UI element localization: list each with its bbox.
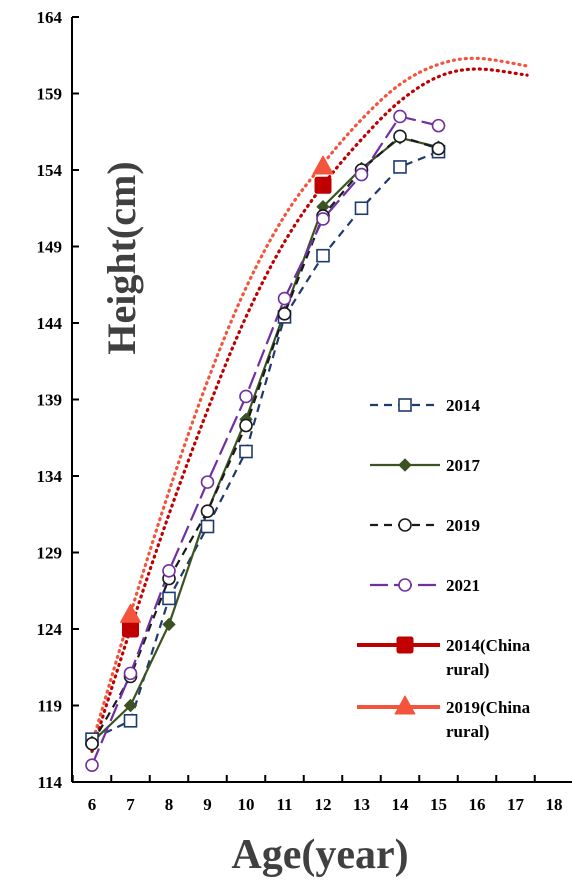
legend-label: 2019(China [446,698,531,717]
legend-label: 2017 [446,456,481,475]
x-tick-label: 7 [126,795,135,814]
data-point-circle [398,578,412,592]
x-tick-label: 8 [165,795,174,814]
data-point-circle [85,758,99,772]
x-tick-label: 9 [203,795,212,814]
x-tick-label: 12 [315,795,332,814]
y-tick-label: 144 [37,314,63,333]
axes [71,16,572,783]
data-point-square [162,591,176,606]
legend-label: 2019 [446,516,480,535]
data-point-diamond [398,458,412,472]
series-lines [90,115,439,766]
y-tick-label: 124 [37,620,63,639]
x-tick-label: 13 [353,795,370,814]
y-tick-label: 164 [37,8,63,27]
x-tick-label: 11 [276,795,292,814]
data-point-circle [239,389,253,404]
tick-labels: 114 119 124 129 134 139 144 149 154 159 164 6 7 8 9 10 1… [37,8,563,814]
data-point-circle [123,666,138,681]
data-point-circle [200,475,215,489]
legend-label: rural) [446,722,489,741]
data-point-circle [277,307,292,321]
x-tick-label: 14 [392,795,410,814]
x-axis-title: Age(year) [231,832,408,878]
x-tick-label: 10 [238,795,255,814]
data-point-circle [393,109,407,124]
data-point-square [200,519,215,534]
y-tick-label: 129 [37,544,63,563]
legend-label: rural) [446,660,489,679]
data-point-square [316,248,330,263]
x-tick-label: 17 [507,795,525,814]
series-line [91,150,439,741]
data-point-square [314,176,332,194]
x-tick-label: 6 [88,795,97,814]
y-tick-label: 114 [37,773,62,792]
y-tick-label: 119 [37,697,62,716]
legend-label: 2014(China [446,636,531,655]
data-point-circle [316,212,330,226]
series-line [90,115,439,766]
data-point-triangle [394,695,416,715]
data-point-square [239,444,253,459]
data-point-diamond [123,698,138,713]
data-point-circle [398,518,412,532]
y-tick-label: 154 [37,161,63,180]
legend-label: 2014 [446,396,481,415]
data-point-square [398,398,412,412]
trend-curves [90,56,529,753]
data-point-circle [431,141,446,156]
series-line [91,135,439,745]
y-tick-label: 149 [37,238,63,257]
data-point-square [396,636,414,654]
y-tick-label: 159 [37,85,63,104]
data-point-square [122,620,139,638]
data-point-diamond [162,617,176,632]
data-point-circle [393,129,407,144]
y-tick-label: 134 [37,467,63,486]
y-axis-title: Height(cm) [99,161,144,354]
x-tick-label: 18 [546,795,563,814]
data-point-square [393,160,407,174]
legend-label: 2021 [446,576,480,595]
data-point-triangle [312,155,334,175]
data-point-circle [200,504,215,518]
data-point-circle [354,167,369,182]
series-markers [85,109,446,772]
data-point-circle [239,418,253,433]
x-tick-label: 16 [469,795,486,814]
legend: 2014 2017 2019 2021 2014(China rural) 2019(Chi… [357,396,531,741]
data-point-square [354,201,369,216]
trend-curve [90,67,529,753]
data-point-circle [85,736,99,751]
data-point-circle [162,564,176,578]
data-point-circle [277,291,292,306]
trend-curve [90,56,529,746]
y-tick-label: 139 [37,391,63,410]
data-point-square [123,713,138,728]
data-point-circle [431,118,446,133]
data-point-triangle [120,603,141,623]
x-tick-label: 15 [430,795,447,814]
